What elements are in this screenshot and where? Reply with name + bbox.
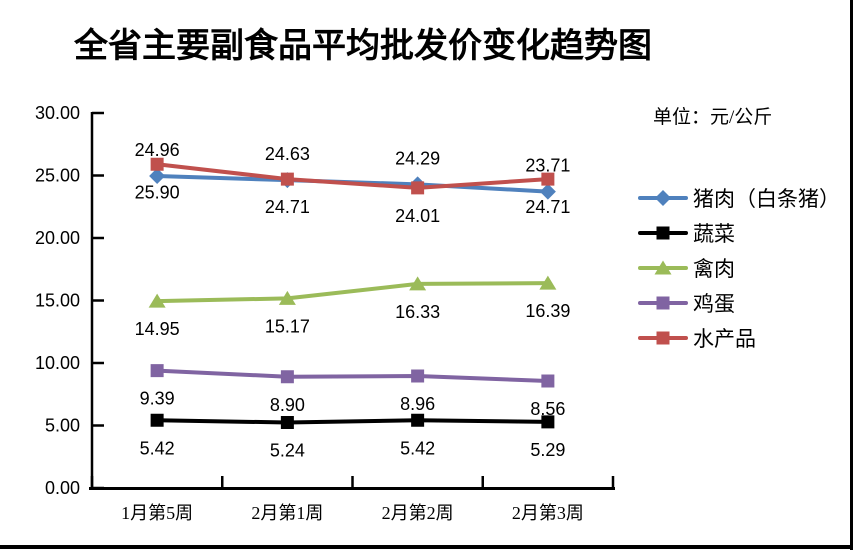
series-marker-pork [539, 183, 556, 200]
page-right-border [850, 0, 853, 550]
data-label-pork: 24.29 [395, 148, 440, 168]
series-marker-eggs [411, 369, 425, 383]
legend-marker-aquatic [656, 331, 670, 344]
legend-item-poultry: 禽肉 [638, 250, 840, 285]
data-label-vegetables: 5.29 [530, 440, 565, 460]
series-marker-aquatic [541, 172, 555, 186]
y-tick-label: 0.00 [45, 478, 80, 498]
data-label-poultry: 14.95 [135, 319, 180, 339]
legend-marker-poultry [654, 260, 672, 274]
series-line-eggs [155, 368, 550, 383]
y-tick-label: 15.00 [35, 291, 80, 311]
series-marker-aquatic [411, 181, 425, 195]
legend-marker-eggs [656, 296, 670, 309]
y-tick-label: 25.00 [35, 166, 80, 186]
series-line-aquatic [155, 162, 550, 190]
data-label-pork: 24.63 [265, 144, 310, 164]
data-label-aquatic: 24.71 [525, 197, 570, 217]
series-marker-poultry [148, 293, 166, 308]
data-label-vegetables: 5.42 [400, 438, 435, 458]
square-legend-marker-icon [638, 226, 688, 239]
legend-marker-vegetables [656, 226, 670, 239]
data-label-aquatic: 24.71 [265, 197, 310, 217]
category-label: 2月第3周 [512, 503, 584, 523]
legend-label-eggs: 鸡蛋 [693, 291, 735, 316]
legend-item-pork: 猪肉（白条猪） [638, 180, 840, 215]
legend-item-aquatic: 水产品 [638, 320, 840, 355]
square-legend-marker-icon [638, 331, 688, 344]
series-marker-eggs [280, 370, 294, 384]
y-tick-label: 20.00 [35, 228, 80, 248]
data-label-pork: 23.71 [525, 156, 570, 176]
category-label: 2月第2周 [382, 503, 454, 523]
data-label-aquatic: 25.90 [135, 182, 180, 202]
series-marker-aquatic [280, 172, 294, 186]
legend-marker-pork [655, 189, 671, 206]
series-marker-eggs [150, 364, 164, 378]
series-marker-vegetables [541, 415, 555, 429]
series-marker-aquatic [150, 157, 164, 171]
legend-label-pork: 猪肉（白条猪） [693, 186, 840, 211]
legend-item-eggs: 鸡蛋 [638, 285, 840, 320]
diamond-legend-marker-icon [638, 189, 688, 206]
data-label-aquatic: 24.01 [395, 206, 440, 226]
data-label-eggs: 8.96 [400, 394, 435, 414]
data-label-poultry: 16.33 [395, 302, 440, 322]
series-marker-vegetables [150, 413, 164, 427]
legend-label-aquatic: 水产品 [693, 326, 756, 351]
legend-item-vegetables: 蔬菜 [638, 215, 840, 250]
y-tick-label: 5.00 [45, 416, 80, 436]
triangle-legend-marker-icon [638, 260, 688, 274]
data-label-vegetables: 5.24 [270, 441, 305, 461]
data-label-eggs: 8.56 [530, 399, 565, 419]
series-marker-poultry [409, 276, 427, 291]
chart-legend: 猪肉（白条猪） 蔬菜禽肉鸡蛋水产品 [638, 180, 840, 355]
page-bottom-border [0, 545, 853, 549]
series-line-vegetables [155, 418, 550, 425]
data-label-vegetables: 5.42 [140, 438, 175, 458]
category-label: 2月第1周 [251, 503, 323, 523]
y-tick-label: 10.00 [35, 353, 80, 373]
unit-label: 单位：元/公斤 [653, 107, 773, 128]
data-label-poultry: 15.17 [265, 316, 310, 336]
series-marker-pork [149, 168, 166, 184]
data-label-eggs: 8.90 [270, 395, 305, 415]
square-legend-marker-icon [638, 296, 688, 309]
series-line-poultry [155, 281, 550, 304]
data-label-eggs: 9.39 [140, 389, 175, 409]
y-tick-label: 30.00 [35, 103, 80, 123]
series-marker-poultry [278, 290, 296, 305]
series-marker-eggs [541, 374, 555, 388]
series-marker-vegetables [280, 416, 294, 429]
data-label-pork: 24.96 [135, 140, 180, 160]
data-label-poultry: 16.39 [525, 301, 570, 321]
series-marker-poultry [539, 275, 557, 290]
legend-label-vegetables: 蔬菜 [693, 221, 735, 246]
series-marker-vegetables [411, 413, 425, 427]
chart-title: 全省主要副食品平均批发价变化趋势图 [74, 28, 652, 65]
category-label: 1月第5周 [121, 503, 193, 523]
legend-label-poultry: 禽肉 [693, 256, 735, 281]
